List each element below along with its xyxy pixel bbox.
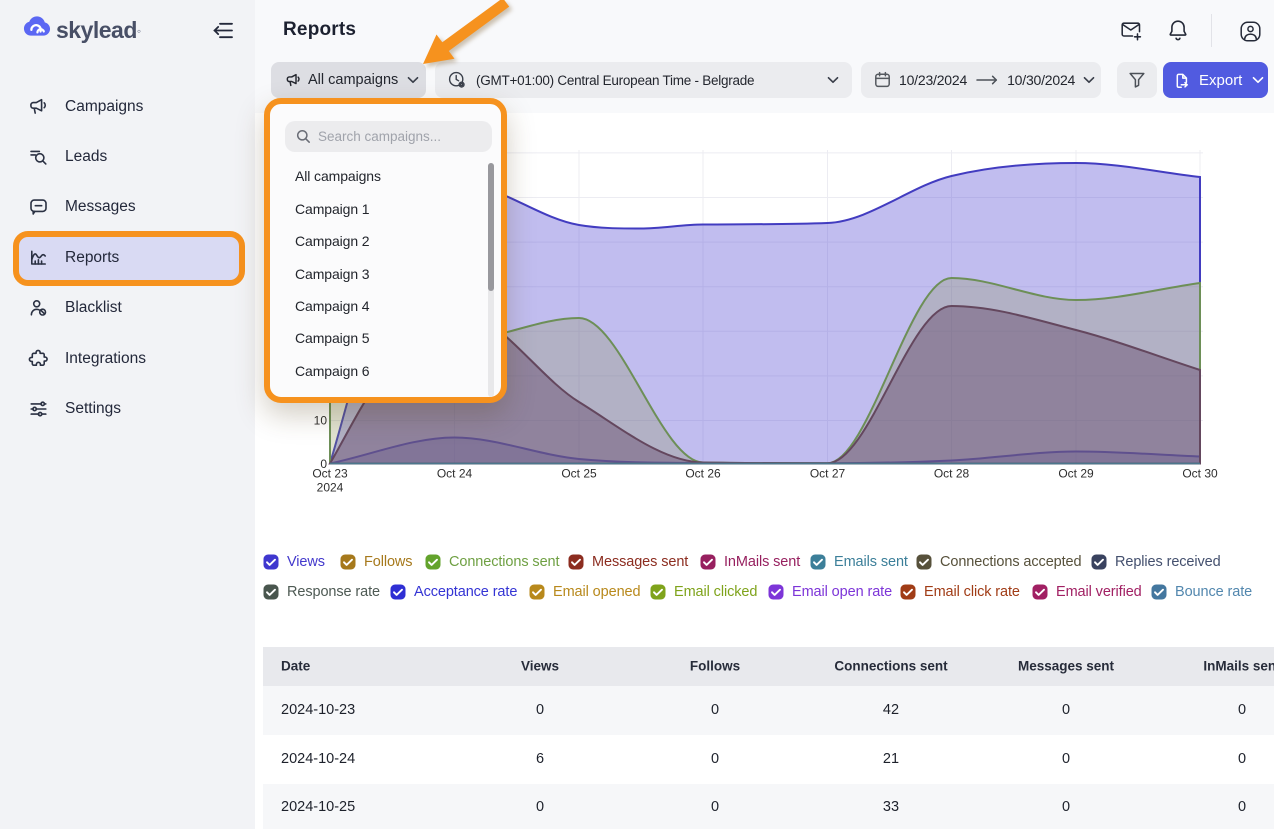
svg-text:Oct 24: Oct 24 xyxy=(437,467,473,481)
svg-text:Oct 28: Oct 28 xyxy=(934,467,970,481)
svg-text:Oct 30: Oct 30 xyxy=(1182,467,1218,481)
svg-text:Oct 23: Oct 23 xyxy=(312,467,348,481)
svg-text:0: 0 xyxy=(320,457,327,471)
svg-text:Oct 25: Oct 25 xyxy=(561,467,597,481)
svg-text:2024: 2024 xyxy=(317,481,344,495)
svg-text:10: 10 xyxy=(314,414,328,428)
svg-text:Oct 29: Oct 29 xyxy=(1058,467,1094,481)
svg-text:Oct 26: Oct 26 xyxy=(685,467,721,481)
svg-text:Oct 27: Oct 27 xyxy=(810,467,846,481)
